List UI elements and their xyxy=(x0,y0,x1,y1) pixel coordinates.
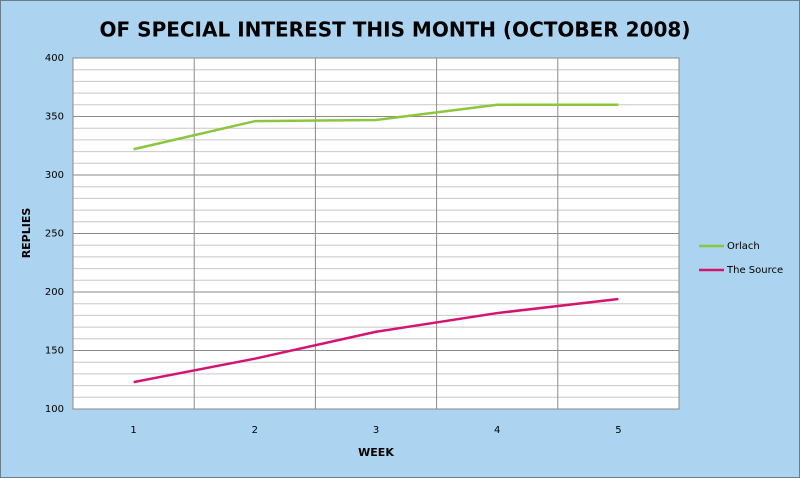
x-axis-label: WEEK xyxy=(358,446,394,459)
legend-label: Orlach xyxy=(727,241,760,252)
x-tick-label: 4 xyxy=(494,425,500,436)
x-tick-label: 5 xyxy=(615,425,621,436)
y-tick-label: 250 xyxy=(45,229,64,240)
legend-label: The Source xyxy=(726,265,783,276)
y-axis-label: REPLIES xyxy=(20,208,33,259)
series-line xyxy=(133,103,619,151)
x-tick-label: 2 xyxy=(252,425,258,436)
y-tick-label: 350 xyxy=(45,112,64,123)
y-tick-label: 150 xyxy=(45,346,64,357)
y-tick-label: 300 xyxy=(45,170,64,181)
x-tick-label: 3 xyxy=(373,425,379,436)
series-line xyxy=(133,297,619,384)
y-tick-label: 100 xyxy=(45,404,64,415)
chart-title: OF SPECIAL INTEREST THIS MONTH (OCTOBER … xyxy=(100,18,691,42)
y-tick-label: 200 xyxy=(45,287,64,298)
plot-border xyxy=(72,57,680,410)
x-tick-label: 1 xyxy=(130,425,136,436)
y-tick-label: 400 xyxy=(45,53,64,64)
